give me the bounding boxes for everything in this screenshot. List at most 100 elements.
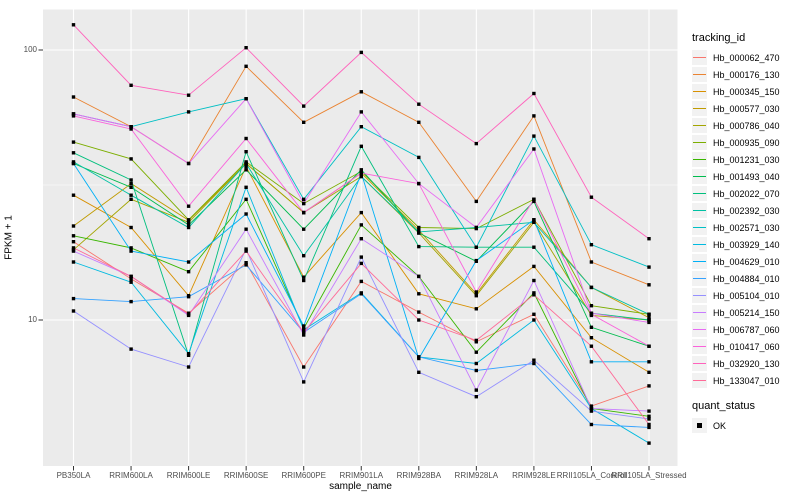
data-point-marker bbox=[71, 249, 76, 253]
data-point-marker bbox=[474, 294, 478, 298]
x-tick-label: RRII105LA_Stressed bbox=[611, 471, 687, 480]
data-point-marker bbox=[359, 171, 363, 175]
quant-legend-label: OK bbox=[713, 420, 727, 431]
data-point-marker bbox=[186, 223, 191, 227]
legend-key-swatch bbox=[692, 237, 707, 252]
data-point-marker bbox=[186, 260, 191, 264]
data-point-marker bbox=[417, 225, 421, 230]
legend-line-icon bbox=[693, 363, 706, 365]
data-point-marker bbox=[244, 164, 248, 169]
data-point-marker bbox=[359, 279, 363, 284]
data-point-marker bbox=[244, 249, 248, 253]
data-point-marker bbox=[186, 295, 191, 299]
data-point-marker bbox=[532, 245, 536, 249]
data-point-marker bbox=[359, 174, 363, 179]
data-point-marker bbox=[532, 291, 536, 295]
data-point-marker bbox=[302, 333, 306, 337]
legend-label: Hb_000062_470 bbox=[713, 52, 780, 63]
data-point-marker bbox=[244, 263, 248, 267]
data-point-marker bbox=[647, 409, 651, 413]
data-point-marker bbox=[589, 406, 594, 411]
data-point-marker bbox=[302, 275, 306, 279]
x-tick-label: RRIM600LE bbox=[166, 471, 211, 480]
data-point-marker bbox=[244, 227, 248, 231]
legend-key-swatch bbox=[692, 288, 707, 303]
data-point-marker bbox=[186, 225, 191, 230]
data-point-marker bbox=[647, 441, 651, 445]
y-axis-title: FPKM + 1 bbox=[3, 215, 15, 260]
data-point-marker bbox=[647, 265, 651, 269]
data-point-marker bbox=[359, 292, 363, 296]
data-point-marker bbox=[186, 161, 191, 166]
data-point-marker bbox=[532, 134, 536, 138]
legend-label: Hb_002571_030 bbox=[713, 222, 780, 233]
data-point-marker bbox=[417, 318, 421, 322]
data-point-marker bbox=[302, 197, 306, 201]
data-point-marker bbox=[532, 218, 536, 222]
data-point-marker bbox=[302, 328, 306, 332]
data-point-marker bbox=[532, 358, 536, 362]
legend-key-swatch bbox=[692, 84, 707, 99]
legend-key-swatch bbox=[692, 101, 707, 116]
legend-entry: Hb_000062_470 bbox=[692, 49, 798, 66]
data-point-marker bbox=[244, 161, 248, 166]
data-point-marker bbox=[417, 230, 421, 234]
data-point-marker bbox=[474, 338, 478, 343]
legend-line-icon bbox=[693, 329, 706, 331]
data-point-marker bbox=[129, 280, 133, 284]
data-point-marker bbox=[417, 155, 421, 160]
data-point-marker bbox=[589, 360, 594, 364]
legend-key-swatch bbox=[692, 373, 707, 388]
data-point-marker bbox=[589, 285, 594, 290]
data-point-marker bbox=[186, 220, 191, 224]
x-tick-label: PB350LA bbox=[56, 471, 91, 480]
y-tick-label: 100 bbox=[23, 45, 37, 54]
legend-label: Hb_001231_030 bbox=[713, 154, 780, 165]
x-tick-label: RRIM928BA bbox=[396, 471, 442, 480]
data-point-marker bbox=[589, 195, 594, 199]
x-tick-label: RRII105LA_Control bbox=[556, 471, 627, 480]
legend-label: Hb_000935_090 bbox=[713, 137, 780, 148]
data-point-marker bbox=[647, 320, 651, 325]
legend-title-quant-status: quant_status bbox=[692, 400, 755, 412]
legend-line-icon bbox=[693, 295, 706, 297]
data-point-marker bbox=[647, 425, 651, 430]
data-point-marker bbox=[302, 227, 306, 231]
legend-entry: Hb_000345_150 bbox=[692, 83, 798, 100]
data-point-marker bbox=[71, 114, 76, 118]
data-point-marker bbox=[129, 127, 133, 131]
legend-line-icon bbox=[693, 312, 706, 314]
data-point-marker bbox=[244, 168, 248, 172]
data-point-marker bbox=[647, 344, 651, 348]
legend-line-icon bbox=[693, 193, 706, 195]
data-point-marker bbox=[647, 312, 651, 316]
data-point-marker bbox=[129, 246, 133, 250]
data-point-marker bbox=[302, 380, 306, 384]
legend-entry: Hb_005214_150 bbox=[692, 304, 798, 321]
legend-key-swatch bbox=[692, 203, 707, 218]
data-point-marker bbox=[129, 83, 133, 87]
data-point-marker bbox=[244, 261, 248, 265]
data-point-marker bbox=[589, 243, 594, 247]
data-point-marker bbox=[589, 344, 594, 348]
data-point-marker bbox=[244, 197, 248, 201]
data-point-marker bbox=[302, 330, 306, 335]
legend-line-icon bbox=[693, 74, 706, 76]
data-point-marker bbox=[417, 120, 421, 124]
data-point-marker bbox=[532, 361, 536, 366]
legend-key-swatch bbox=[692, 220, 707, 235]
data-point-marker bbox=[417, 355, 421, 359]
data-point-marker bbox=[532, 91, 536, 96]
legend-entry: Hb_001493_040 bbox=[692, 168, 798, 185]
legend-label: Hb_002022_070 bbox=[713, 188, 780, 199]
data-point-marker bbox=[359, 90, 363, 94]
data-point-marker bbox=[71, 224, 76, 228]
quant-status-legend: quant_status OK bbox=[692, 400, 798, 434]
data-point-marker bbox=[589, 304, 594, 308]
data-point-marker bbox=[359, 255, 363, 259]
data-point-marker bbox=[186, 110, 191, 114]
data-point-marker bbox=[359, 125, 363, 129]
data-point-marker bbox=[71, 112, 76, 116]
data-point-marker bbox=[532, 199, 536, 204]
data-point-marker bbox=[359, 237, 363, 241]
